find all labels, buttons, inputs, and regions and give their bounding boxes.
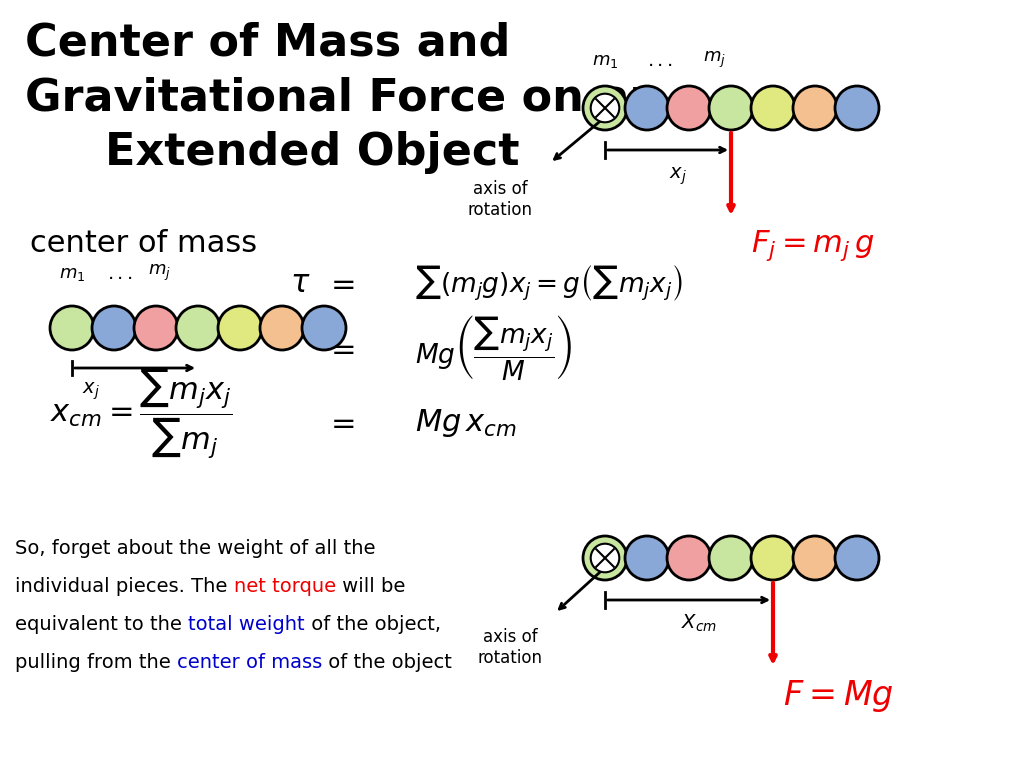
Circle shape (218, 306, 262, 350)
Text: center of mass: center of mass (30, 229, 257, 257)
Circle shape (751, 86, 795, 130)
Circle shape (667, 86, 711, 130)
Circle shape (709, 536, 753, 580)
Text: Center of Mass and: Center of Mass and (25, 22, 510, 65)
Text: $\tau$: $\tau$ (290, 269, 310, 297)
Circle shape (835, 536, 879, 580)
Text: $...$: $...$ (647, 51, 673, 70)
Circle shape (793, 86, 837, 130)
Circle shape (260, 306, 304, 350)
Text: $Mg\left(\dfrac{\sum m_j x_j}{M}\right)$: $Mg\left(\dfrac{\sum m_j x_j}{M}\right)$ (415, 313, 572, 382)
Text: of the object: of the object (323, 653, 453, 671)
Text: Gravitational Force on an: Gravitational Force on an (25, 77, 662, 120)
Circle shape (583, 536, 627, 580)
Text: equivalent to the: equivalent to the (15, 614, 188, 634)
Text: of the object,: of the object, (305, 614, 440, 634)
Circle shape (50, 306, 94, 350)
Circle shape (92, 306, 136, 350)
Text: total weight: total weight (188, 614, 305, 634)
Circle shape (591, 94, 620, 122)
Text: $Mg\, x_{cm}$: $Mg\, x_{cm}$ (415, 407, 517, 439)
Circle shape (302, 306, 346, 350)
Circle shape (793, 536, 837, 580)
Text: $x_j$: $x_j$ (82, 381, 99, 402)
Text: So, forget about the weight of all the: So, forget about the weight of all the (15, 538, 376, 558)
Text: axis of
rotation: axis of rotation (477, 628, 543, 667)
Text: $=$: $=$ (325, 333, 355, 362)
Text: individual pieces. The: individual pieces. The (15, 577, 233, 595)
Text: $m_j$: $m_j$ (148, 263, 171, 283)
Circle shape (583, 86, 627, 130)
Circle shape (591, 544, 620, 572)
Circle shape (176, 306, 220, 350)
Text: $\sum(m_j g)x_j = g\left(\sum m_j x_j\right)$: $\sum(m_j g)x_j = g\left(\sum m_j x_j\ri… (415, 263, 683, 303)
Circle shape (134, 306, 178, 350)
Text: $m_1$: $m_1$ (58, 265, 85, 283)
Circle shape (667, 536, 711, 580)
Text: $...$: $...$ (106, 264, 133, 283)
Text: $=$: $=$ (325, 269, 355, 297)
Text: $X_{cm}$: $X_{cm}$ (681, 613, 717, 634)
Text: center of mass: center of mass (177, 653, 323, 671)
Text: axis of
rotation: axis of rotation (468, 180, 532, 219)
Circle shape (625, 86, 669, 130)
Circle shape (835, 86, 879, 130)
Text: $m_1$: $m_1$ (592, 52, 618, 70)
Text: $=$: $=$ (325, 409, 355, 438)
Text: net torque: net torque (233, 577, 336, 595)
Circle shape (625, 536, 669, 580)
Text: $F_j = m_j\, g$: $F_j = m_j\, g$ (751, 228, 874, 263)
Text: $x_{cm} = \dfrac{\sum m_j x_j}{\sum m_j}$: $x_{cm} = \dfrac{\sum m_j x_j}{\sum m_j}… (50, 365, 232, 461)
Text: pulling from the: pulling from the (15, 653, 177, 671)
Text: $x_j$: $x_j$ (669, 165, 687, 187)
Text: Extended Object: Extended Object (105, 131, 519, 174)
Text: $m_j$: $m_j$ (703, 50, 726, 70)
Text: $F = Mg$: $F = Mg$ (783, 678, 894, 714)
Circle shape (751, 536, 795, 580)
Circle shape (709, 86, 753, 130)
Text: will be: will be (336, 577, 406, 595)
